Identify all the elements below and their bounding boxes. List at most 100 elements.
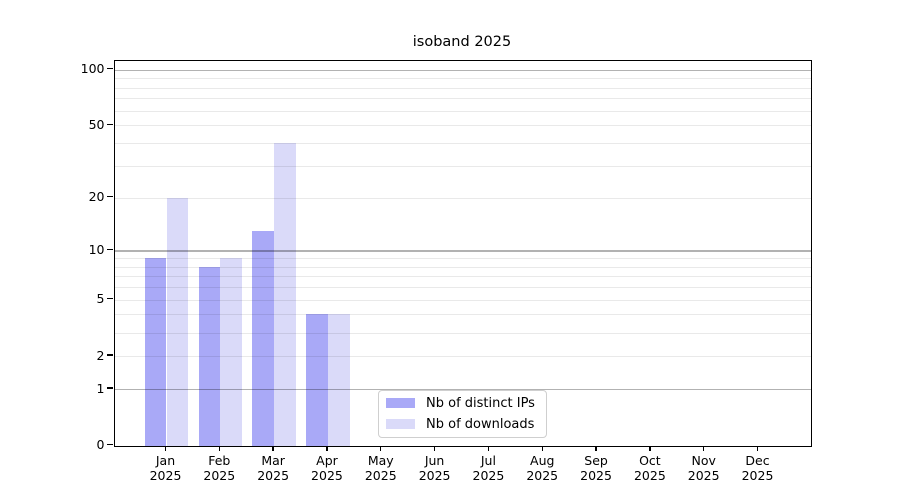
x-tick-month: Sep xyxy=(584,452,608,468)
x-tick-month: Dec xyxy=(745,452,770,468)
x-tick-label-apr: Apr 2025 xyxy=(295,453,359,484)
bar-apr-ips xyxy=(306,314,328,446)
bar-mar-downloads xyxy=(274,143,296,446)
minor-gridline-7 xyxy=(114,276,811,278)
minor-gridline-3 xyxy=(114,332,811,334)
minor-gridline-5 xyxy=(114,299,811,301)
x-tick-label-jul: Jul 2025 xyxy=(456,453,520,484)
minor-gridline-4 xyxy=(114,314,811,316)
minor-gridline-30 xyxy=(114,165,811,167)
x-tick-mark-sep xyxy=(595,445,597,451)
x-tick-year: 2025 xyxy=(633,468,666,483)
bars-layer xyxy=(115,61,812,446)
x-tick-mark-apr xyxy=(326,445,328,451)
x-tick-month: Feb xyxy=(208,452,231,468)
y-tick-mark-20 xyxy=(107,195,113,198)
x-tick-year: 2025 xyxy=(687,468,720,483)
minor-gridline-50 xyxy=(114,125,811,127)
minor-gridline-2 xyxy=(114,356,811,358)
major-gridline-100 xyxy=(114,69,811,71)
x-tick-label-feb: Feb 2025 xyxy=(187,453,251,484)
x-tick-mark-feb xyxy=(218,445,220,451)
y-tick-label-100: 100 xyxy=(80,61,105,77)
bar-jan-downloads xyxy=(166,197,189,446)
y-tick-label-0: 0 xyxy=(96,437,105,452)
major-gridline-10 xyxy=(114,250,811,252)
x-tick-month: Jul xyxy=(480,452,496,468)
x-tick-year: 2025 xyxy=(257,468,290,483)
x-tick-label-may: May 2025 xyxy=(349,453,413,484)
x-tick-mark-aug xyxy=(541,445,543,451)
bar-apr-downloads xyxy=(327,314,350,446)
x-tick-year: 2025 xyxy=(580,468,612,483)
x-tick-label-aug: Aug 2025 xyxy=(510,453,574,484)
legend-label-downloads: Nb of downloads xyxy=(426,416,535,432)
y-tick-mark-2 xyxy=(107,354,113,356)
bar-feb-ips xyxy=(198,266,221,446)
minor-gridline-6 xyxy=(114,287,811,289)
minor-gridline-80 xyxy=(114,87,811,89)
minor-gridline-20 xyxy=(114,197,811,199)
y-tick-label-20: 20 xyxy=(88,189,105,205)
x-tick-mark-mar xyxy=(272,445,274,451)
minor-gridline-8 xyxy=(114,266,811,268)
x-tick-month: Apr xyxy=(316,452,338,468)
y-tick-mark-0 xyxy=(107,443,113,446)
x-tick-month: Aug xyxy=(530,452,555,468)
x-tick-year: 2025 xyxy=(472,468,505,483)
y-tick-mark-10 xyxy=(107,248,113,250)
minor-gridline-70 xyxy=(114,98,811,100)
legend-item-distinct-ips: Nb of distinct IPs xyxy=(385,395,540,412)
minor-gridline-90 xyxy=(114,78,811,80)
y-tick-label-50: 50 xyxy=(88,116,105,132)
x-tick-year: 2025 xyxy=(203,468,236,483)
x-tick-month: Oct xyxy=(639,452,661,468)
x-tick-label-oct: Oct 2025 xyxy=(618,453,682,484)
y-tick-mark-50 xyxy=(107,123,113,125)
x-tick-mark-jan xyxy=(164,445,167,451)
x-tick-label-nov: Nov 2025 xyxy=(672,453,736,484)
x-tick-month: Nov xyxy=(691,452,716,468)
bar-feb-downloads xyxy=(220,257,242,446)
x-tick-label-mar: Mar 2025 xyxy=(241,453,305,484)
y-tick-label-10: 10 xyxy=(88,241,105,257)
x-tick-label-jun: Jun 2025 xyxy=(403,453,467,484)
minor-gridline-9 xyxy=(114,257,811,259)
legend-swatch-distinct-ips xyxy=(386,398,415,408)
x-tick-mark-oct xyxy=(649,445,651,451)
chart-title: isoband 2025 xyxy=(412,34,512,50)
x-tick-label-jan: Jan 2025 xyxy=(134,453,198,484)
x-tick-year: 2025 xyxy=(418,468,451,483)
x-tick-mark-jul xyxy=(487,445,490,451)
x-tick-mark-jun xyxy=(433,445,436,451)
plot-area xyxy=(113,59,812,447)
y-tick-mark-100 xyxy=(107,67,113,70)
x-tick-year: 2025 xyxy=(741,468,774,483)
x-tick-month: Jun xyxy=(424,452,445,468)
x-tick-mark-nov xyxy=(703,445,705,451)
x-tick-mark-may xyxy=(380,445,382,451)
y-tick-label-2: 2 xyxy=(96,347,105,363)
legend-label-distinct-ips: Nb of distinct IPs xyxy=(426,395,535,411)
legend-swatch-downloads xyxy=(386,419,415,429)
x-tick-year: 2025 xyxy=(149,468,182,483)
minor-gridline-40 xyxy=(114,143,811,145)
bar-mar-ips xyxy=(252,230,275,446)
x-tick-mark-dec xyxy=(756,445,759,451)
y-tick-mark-1 xyxy=(107,387,113,389)
y-tick-mark-5 xyxy=(107,297,113,300)
y-tick-label-5: 5 xyxy=(96,291,105,307)
x-tick-month: May xyxy=(367,452,394,468)
legend-item-downloads: Nb of downloads xyxy=(385,416,540,433)
y-tick-label-1: 1 xyxy=(96,380,105,396)
x-tick-year: 2025 xyxy=(364,468,397,483)
bar-jan-ips xyxy=(144,257,167,446)
x-tick-label-sep: Sep 2025 xyxy=(564,453,628,484)
x-tick-year: 2025 xyxy=(526,468,559,483)
x-tick-month: Jan xyxy=(155,452,176,468)
x-tick-year: 2025 xyxy=(311,468,343,483)
x-tick-month: Mar xyxy=(261,452,285,468)
minor-gridline-60 xyxy=(114,110,811,112)
legend: Nb of distinct IPs Nb of downloads xyxy=(378,389,547,438)
